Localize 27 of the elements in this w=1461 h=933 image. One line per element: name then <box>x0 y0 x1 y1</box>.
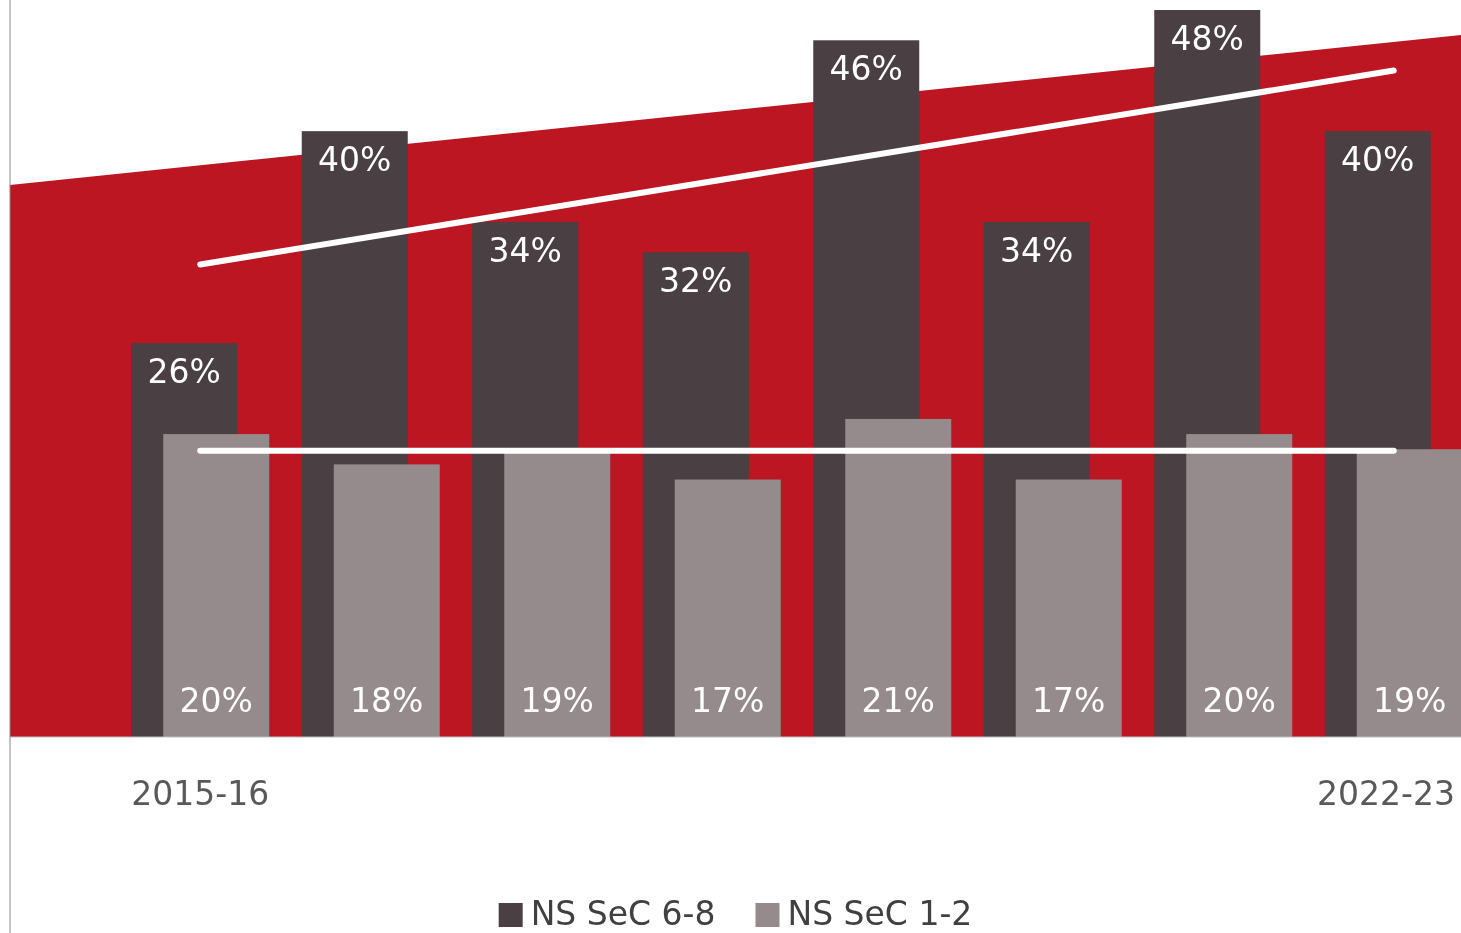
data-label: 20% <box>179 681 253 720</box>
bar <box>333 464 440 737</box>
bar <box>1015 479 1122 737</box>
data-label: 40% <box>318 140 392 180</box>
data-label: 34% <box>1000 231 1074 271</box>
data-label: 32% <box>659 261 733 301</box>
bar <box>163 434 270 737</box>
data-label: 26% <box>147 352 221 392</box>
data-label: 19% <box>1373 681 1447 720</box>
bar <box>674 479 781 737</box>
bar <box>845 418 952 737</box>
x-tick-label: 2015-16 <box>131 774 270 813</box>
x-tick-label: 2022-23 <box>1317 774 1455 813</box>
legend-label: NS SeC 6-8 <box>530 894 716 933</box>
data-label: 21% <box>861 681 935 720</box>
data-label: 17% <box>691 681 765 720</box>
data-label: 17% <box>1032 681 1106 720</box>
legend-label: NS SeC 1-2 <box>787 894 973 933</box>
bar <box>1186 434 1293 737</box>
data-label: 46% <box>829 49 903 89</box>
data-label: 18% <box>350 681 424 720</box>
data-label: 40% <box>1341 140 1415 180</box>
data-label: 48% <box>1170 19 1244 58</box>
data-label: 34% <box>488 231 562 271</box>
bar <box>1356 449 1461 737</box>
data-label: 20% <box>1202 681 1276 720</box>
data-label: 19% <box>520 681 594 720</box>
